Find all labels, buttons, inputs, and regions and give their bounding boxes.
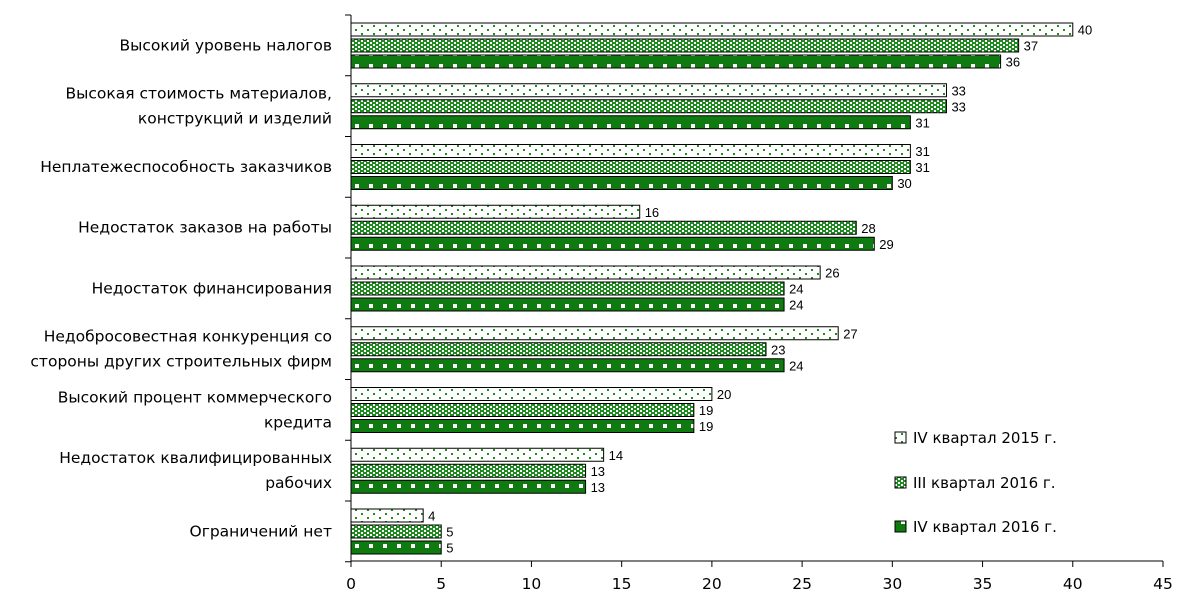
bar <box>350 281 785 296</box>
category-label: Недостаток финансирования <box>92 279 332 297</box>
bar <box>350 358 785 373</box>
data-label: 13 <box>591 480 605 495</box>
x-tick-label: 0 <box>346 575 356 593</box>
data-label: 24 <box>789 358 803 373</box>
legend-swatch <box>894 431 907 444</box>
bar <box>350 204 641 219</box>
data-label: 31 <box>915 160 929 175</box>
data-label: 23 <box>771 342 785 357</box>
bar <box>350 419 695 433</box>
category-label: рабочих <box>265 474 332 492</box>
bar <box>350 144 911 158</box>
bar <box>350 297 785 312</box>
category-label: Недостаток заказов на работы <box>78 219 332 237</box>
category-label: Недобросовестная конкуренция со <box>44 328 332 346</box>
data-label: 30 <box>897 176 911 191</box>
category-label: Недостаток квалифицированных <box>59 449 332 467</box>
legend-label: III квартал 2016 г. <box>913 474 1056 492</box>
data-label: 14 <box>609 448 623 463</box>
bar <box>350 22 1074 37</box>
bar <box>350 508 424 523</box>
data-label: 26 <box>825 266 839 281</box>
bar <box>350 342 767 357</box>
data-label: 13 <box>591 464 605 479</box>
bar <box>350 524 442 539</box>
data-label: 31 <box>915 144 929 159</box>
bar <box>350 99 947 114</box>
x-tick-label: 30 <box>882 575 902 593</box>
data-label: 27 <box>843 326 857 341</box>
data-label: 33 <box>951 99 965 114</box>
category-label: Высокий уровень налогов <box>120 36 332 54</box>
data-label: 5 <box>446 541 453 556</box>
bar <box>350 220 857 235</box>
bar <box>350 160 911 174</box>
bar <box>350 403 695 417</box>
x-tick-label: 20 <box>702 575 722 593</box>
category-label: Ограничений нет <box>190 522 333 540</box>
data-label: 40 <box>1078 23 1092 38</box>
data-label: 19 <box>699 419 713 434</box>
legend-label: IV квартал 2015 г. <box>913 429 1057 447</box>
category-label: Высокий процент коммерческого <box>58 388 332 406</box>
bar <box>350 479 587 494</box>
x-tick-label: 15 <box>612 575 632 593</box>
x-tick-label: 35 <box>973 575 993 593</box>
legend-swatch <box>894 520 907 533</box>
bar <box>350 265 821 280</box>
x-tick-label: 45 <box>1153 575 1173 593</box>
data-label: 20 <box>717 387 731 402</box>
x-tick-label: 5 <box>436 575 446 593</box>
category-label: кредита <box>264 413 332 431</box>
bar <box>350 236 875 251</box>
data-label: 36 <box>1006 55 1020 70</box>
x-tick-label: 40 <box>1063 575 1083 593</box>
data-label: 37 <box>1024 39 1038 54</box>
bar <box>350 176 893 190</box>
data-label: 33 <box>951 83 965 98</box>
legend: IV квартал 2015 г. III квартал 2016 г. IV … <box>894 429 1057 536</box>
bar <box>350 326 839 341</box>
data-label: 19 <box>699 403 713 418</box>
category-label: стороны других строительных фирм <box>30 353 332 371</box>
legend-label: IV квартал 2016 г. <box>913 518 1057 536</box>
data-label: 24 <box>789 282 803 297</box>
bar <box>350 447 605 462</box>
data-label: 24 <box>789 298 803 313</box>
bar <box>350 38 1020 53</box>
legend-swatch <box>894 476 907 489</box>
x-tick-label: 10 <box>522 575 542 593</box>
data-label: 16 <box>645 205 659 220</box>
bar <box>350 540 442 555</box>
bar <box>350 54 1002 69</box>
bar <box>350 83 947 98</box>
data-label: 5 <box>446 525 453 540</box>
x-tick-label: 25 <box>792 575 812 593</box>
data-label: 31 <box>915 115 929 130</box>
category-label: конструкций и изделий <box>138 110 332 128</box>
data-label: 4 <box>428 509 435 524</box>
bar <box>350 115 911 130</box>
data-label: 29 <box>879 237 893 252</box>
bar <box>350 387 713 401</box>
category-label: Высокая стоимость материалов, <box>65 85 332 103</box>
data-label: 28 <box>861 221 875 236</box>
category-label: Неплатежеспособность заказчиков <box>40 158 332 176</box>
bar <box>350 463 587 478</box>
